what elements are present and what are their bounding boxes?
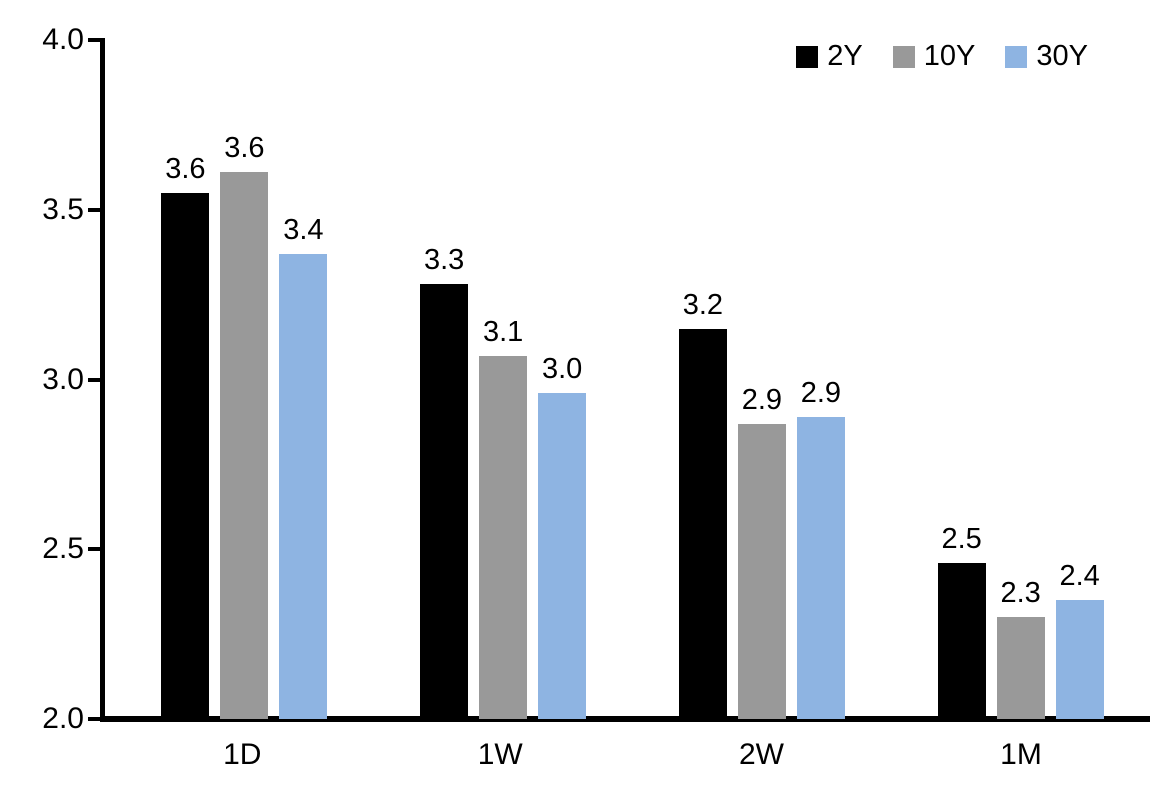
bar-2y-2w <box>678 329 727 719</box>
x-axis-labels: 1D 1W 2W 1M <box>105 740 1150 770</box>
bar-group-1w: 3.3 3.1 3.0 <box>420 40 587 719</box>
y-axis-tick <box>88 38 105 42</box>
bar-30y-1m <box>1055 600 1104 719</box>
bar-30y-1w <box>538 393 587 719</box>
y-axis-tick <box>88 547 105 552</box>
bar-col-10y-1d: 3.6 <box>220 40 269 719</box>
y-axis-tick-label: 3.5 <box>42 192 84 226</box>
bar-groups: 3.6 3.6 3.4 3.3 3.1 3.0 3.2 2.9 2.9 2.5 2.3 2.4 <box>105 40 1150 719</box>
legend-label: 10Y <box>923 40 976 72</box>
bar-col-2y-1m: 2.5 <box>937 40 986 719</box>
bar-2y-1w <box>420 284 469 719</box>
bar-col-30y-2w: 2.9 <box>796 40 845 719</box>
bar-value-label: 3.2 <box>682 289 724 321</box>
bar-col-2y-1d: 3.6 <box>161 40 210 719</box>
legend-label: 30Y <box>1036 40 1088 72</box>
bar-group-1d: 3.6 3.6 3.4 <box>161 40 328 719</box>
bar-10y-1d <box>220 172 269 719</box>
bar-group-1m: 2.5 2.3 2.4 <box>937 40 1104 719</box>
legend-swatch-30y <box>1005 45 1028 68</box>
legend-item-30y: 30Y <box>1005 42 1088 71</box>
bar-value-label: 2.9 <box>741 384 783 416</box>
bar-value-label: 3.0 <box>541 353 583 385</box>
bar-value-label: 3.6 <box>224 132 265 164</box>
y-axis-tick <box>88 717 105 721</box>
bar-value-label: 2.5 <box>941 523 982 555</box>
y-axis-tick-label: 4.0 <box>42 23 84 56</box>
bar-value-label: 3.4 <box>283 214 324 246</box>
y-axis-tick-label: 2.0 <box>42 702 84 735</box>
bar-col-30y-1w: 3.0 <box>538 40 587 719</box>
bar-col-30y-1m: 2.4 <box>1055 40 1104 719</box>
bar-col-10y-1m: 2.3 <box>996 40 1045 719</box>
bar-2y-1d <box>161 193 210 719</box>
bar-col-10y-1w: 3.1 <box>479 40 528 719</box>
plot-area: 3.6 3.6 3.4 3.3 3.1 3.0 3.2 2.9 2.9 2.5 2.3 2.4 <box>105 40 1150 719</box>
bar-value-label: 2.9 <box>800 377 842 409</box>
bar-value-label: 3.1 <box>482 316 524 348</box>
bar-10y-1w <box>479 356 528 719</box>
bar-10y-1m <box>996 617 1045 719</box>
bar-30y-2w <box>796 417 845 719</box>
bar-col-30y-1d: 3.4 <box>279 40 328 719</box>
y-axis-tick-label: 3.0 <box>42 362 84 396</box>
bar-value-label: 3.3 <box>423 244 465 276</box>
y-axis-tick <box>88 377 105 382</box>
bar-col-2y-1w: 3.3 <box>420 40 469 719</box>
bar-group-2w: 3.2 2.9 2.9 <box>678 40 845 719</box>
legend-swatch-2y <box>796 45 819 68</box>
bar-col-10y-2w: 2.9 <box>737 40 786 719</box>
legend-item-10y: 10Y <box>892 40 976 72</box>
legend: 2Y 10Y 30Y <box>796 42 1088 71</box>
y-axis-tick <box>88 207 105 212</box>
bar-col-2y-2w: 3.2 <box>678 40 727 719</box>
x-axis-category-label-1d: 1D <box>223 738 262 771</box>
x-axis-line <box>100 716 1150 722</box>
legend-item-2y: 2Y <box>796 40 863 72</box>
bar-value-label: 2.4 <box>1059 560 1100 592</box>
x-axis-category-label-2w: 2W <box>738 738 784 771</box>
bar-2y-1m <box>937 563 986 719</box>
x-axis-category-label-1w: 1W <box>477 738 523 771</box>
bar-10y-2w <box>737 424 786 719</box>
y-axis-tick-label: 2.5 <box>42 532 84 566</box>
bar-30y-1d <box>279 254 328 719</box>
bar-value-label: 2.3 <box>1000 577 1041 609</box>
legend-swatch-10y <box>892 45 915 68</box>
bar-value-label: 3.6 <box>165 153 206 185</box>
legend-label: 2Y <box>827 40 863 72</box>
x-axis-category-label-1m: 1M <box>1000 738 1042 771</box>
